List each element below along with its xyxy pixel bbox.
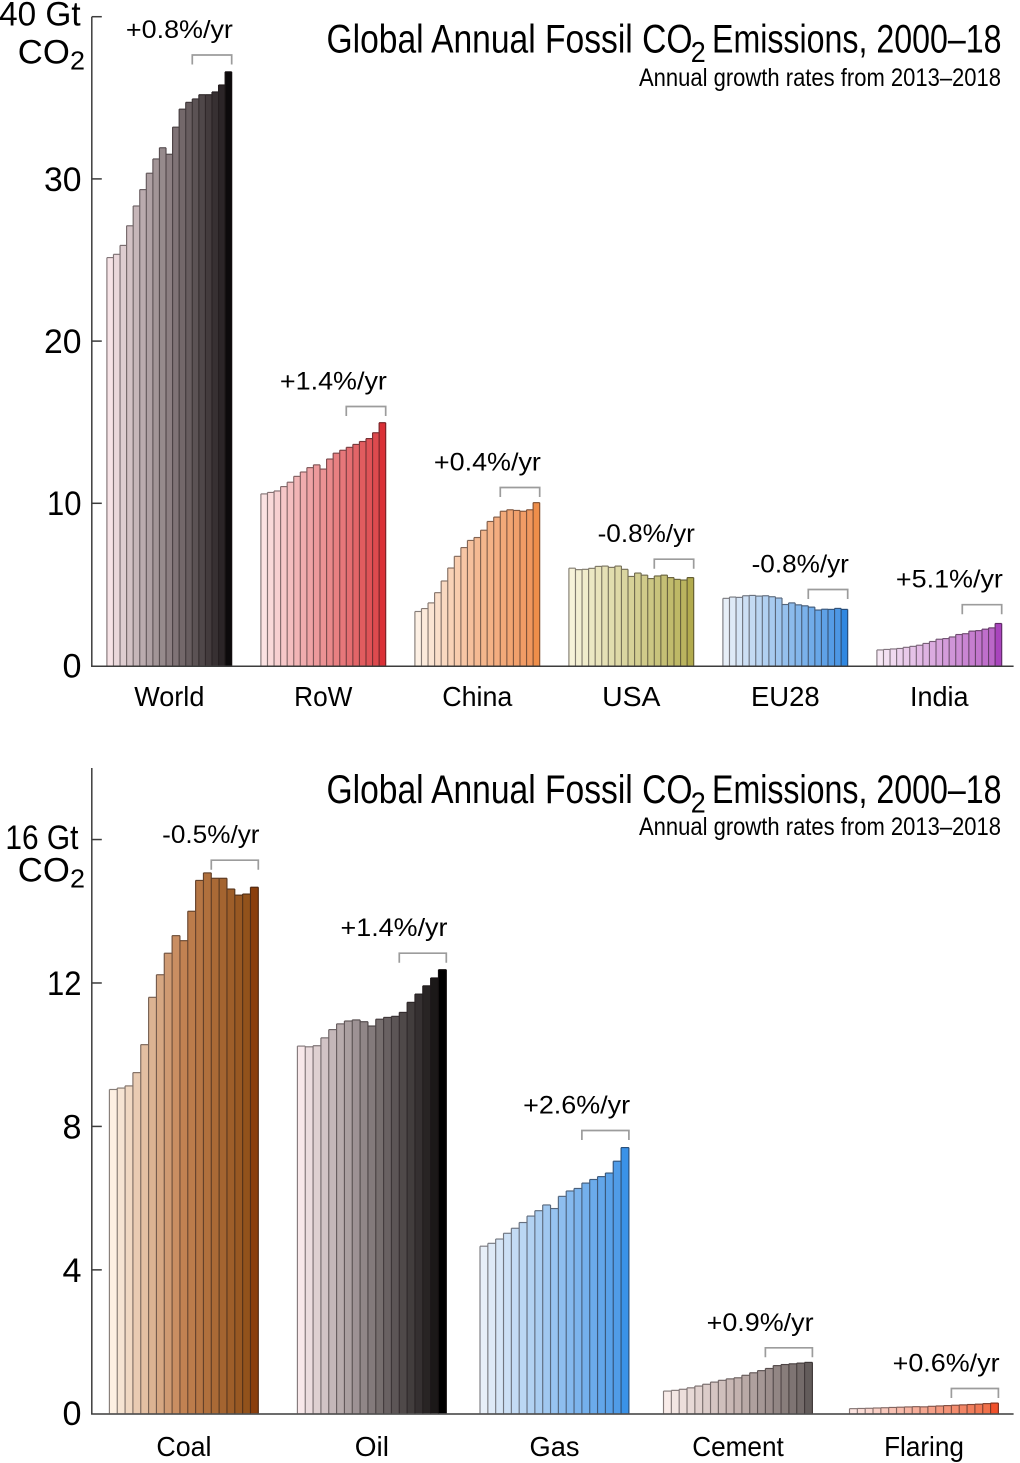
svg-text:0: 0 xyxy=(63,1395,82,1433)
svg-text:EU28: EU28 xyxy=(751,681,820,712)
svg-text:0: 0 xyxy=(63,647,82,685)
svg-text:India: India xyxy=(910,681,969,712)
svg-text:-0.8%/yr: -0.8%/yr xyxy=(598,521,695,548)
svg-text:+2.6%/yr: +2.6%/yr xyxy=(523,1093,630,1120)
svg-text:+0.6%/yr: +0.6%/yr xyxy=(893,1351,1000,1378)
svg-text:2: 2 xyxy=(691,37,706,69)
svg-text:USA: USA xyxy=(602,681,661,712)
svg-text:CO: CO xyxy=(18,852,70,890)
svg-text:China: China xyxy=(442,681,513,712)
svg-text:8: 8 xyxy=(63,1108,82,1146)
svg-text:Oil: Oil xyxy=(355,1431,389,1462)
svg-text:Cement: Cement xyxy=(692,1431,784,1462)
svg-text:10: 10 xyxy=(47,485,82,523)
svg-text:2: 2 xyxy=(70,48,85,76)
svg-text:-0.8%/yr: -0.8%/yr xyxy=(752,552,849,579)
svg-text:20: 20 xyxy=(44,323,82,361)
svg-text:Global Annual Fossil CO: Global Annual Fossil CO xyxy=(327,768,693,812)
svg-text:World: World xyxy=(134,681,204,712)
svg-text:+5.1%/yr: +5.1%/yr xyxy=(896,567,1003,594)
svg-text:Global Annual Fossil CO: Global Annual Fossil CO xyxy=(327,18,693,62)
svg-text:16 Gt: 16 Gt xyxy=(5,819,79,857)
svg-text:Flaring: Flaring xyxy=(884,1431,964,1462)
svg-text:Annual growth rates from 2013–: Annual growth rates from 2013–2018 xyxy=(639,65,1001,92)
svg-text:Emissions, 2000–18: Emissions, 2000–18 xyxy=(712,768,1002,812)
svg-text:+0.9%/yr: +0.9%/yr xyxy=(707,1310,814,1337)
svg-text:Annual growth rates from 2013–: Annual growth rates from 2013–2018 xyxy=(639,814,1001,841)
svg-text:Emissions, 2000–18: Emissions, 2000–18 xyxy=(712,18,1002,62)
svg-text:2: 2 xyxy=(691,788,706,820)
svg-text:Gas: Gas xyxy=(530,1431,580,1462)
svg-text:+1.4%/yr: +1.4%/yr xyxy=(341,915,448,942)
svg-text:+1.4%/yr: +1.4%/yr xyxy=(280,369,387,396)
svg-text:CO: CO xyxy=(18,34,70,72)
svg-text:2: 2 xyxy=(70,866,85,894)
svg-text:-0.5%/yr: -0.5%/yr xyxy=(162,822,259,849)
svg-text:Coal: Coal xyxy=(156,1431,211,1462)
svg-text:12: 12 xyxy=(47,965,82,1003)
svg-text:+0.8%/yr: +0.8%/yr xyxy=(126,17,233,44)
svg-text:30: 30 xyxy=(44,161,82,199)
svg-text:4: 4 xyxy=(63,1252,82,1290)
svg-text:+0.4%/yr: +0.4%/yr xyxy=(434,450,541,477)
svg-text:40 Gt: 40 Gt xyxy=(0,0,81,34)
svg-text:RoW: RoW xyxy=(294,681,352,712)
